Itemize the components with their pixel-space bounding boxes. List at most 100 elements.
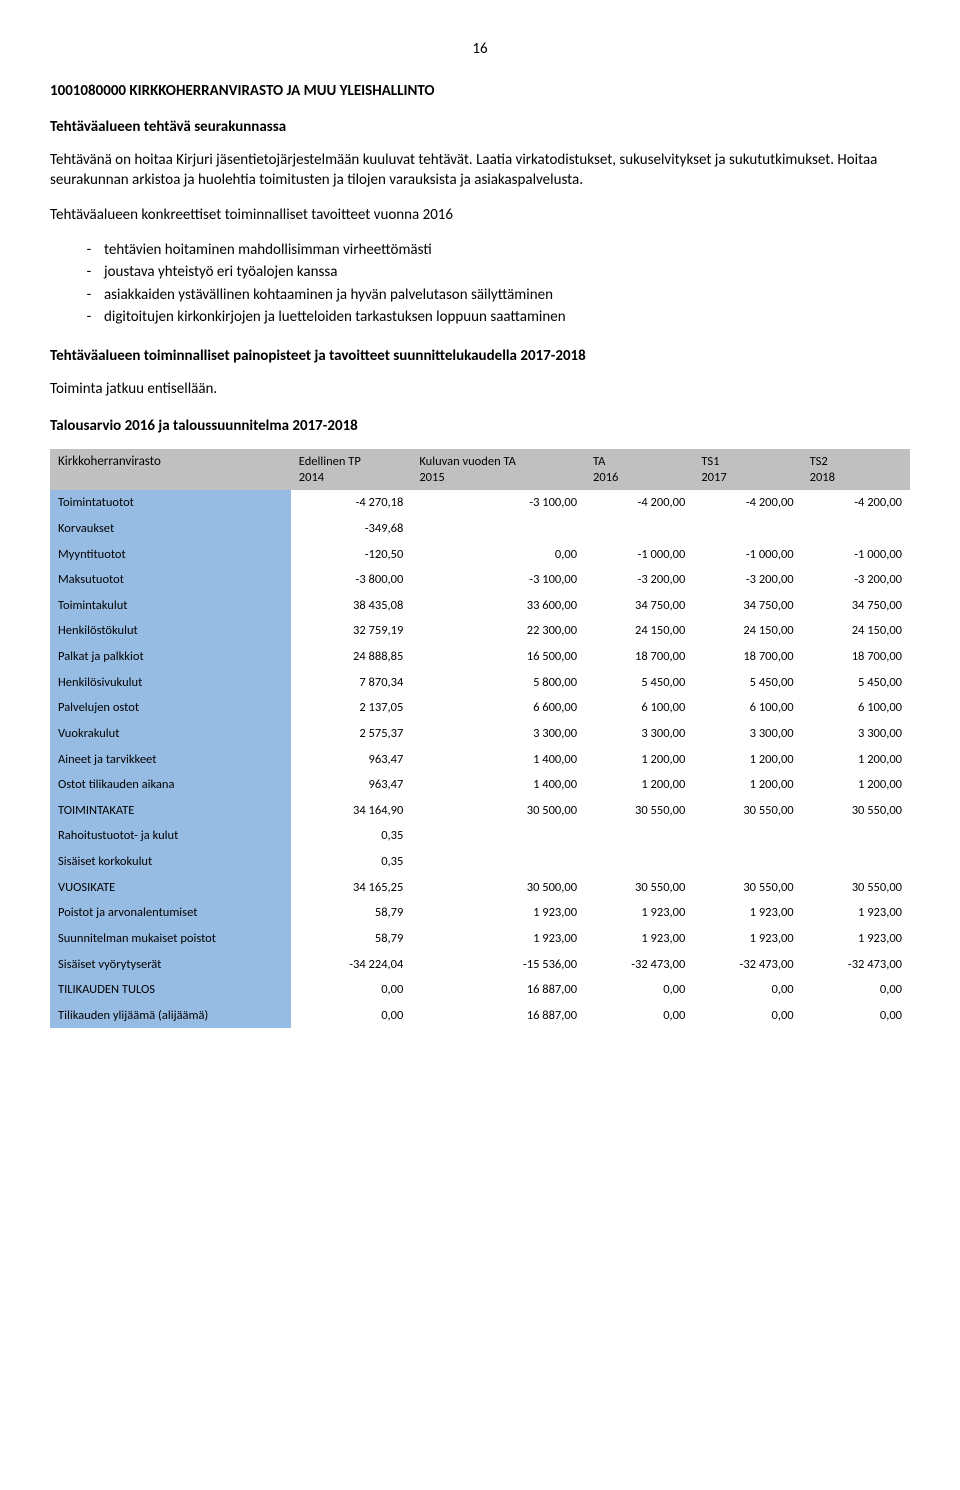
cell-value <box>411 516 585 542</box>
cell-value: -3 200,00 <box>585 567 693 593</box>
cell-value: 34 164,90 <box>291 798 412 824</box>
cell-value: 1 400,00 <box>411 747 585 773</box>
cell-value: 1 200,00 <box>585 747 693 773</box>
cell-value: 1 200,00 <box>802 772 910 798</box>
cell-value: 1 923,00 <box>693 926 801 952</box>
row-label: Poistot ja arvonalentumiset <box>50 900 291 926</box>
table-row: VUOSIKATE34 165,2530 500,0030 550,0030 5… <box>50 875 910 901</box>
cell-value: 3 300,00 <box>802 721 910 747</box>
section2-title: Tehtäväalueen konkreettiset toiminnallis… <box>50 205 910 225</box>
table-header-row: Kirkkoherranvirasto Edellinen TP 2014 Ku… <box>50 449 910 490</box>
cell-value: 0,00 <box>802 977 910 1003</box>
row-label: Palvelujen ostot <box>50 695 291 721</box>
cell-value: 24 150,00 <box>585 618 693 644</box>
cell-value: 0,00 <box>693 1003 801 1029</box>
cell-value: 1 923,00 <box>585 926 693 952</box>
cell-value: 34 750,00 <box>802 593 910 619</box>
cell-value: -15 536,00 <box>411 952 585 978</box>
cell-value: -4 270,18 <box>291 490 412 516</box>
cell-value <box>411 849 585 875</box>
cell-value: -3 200,00 <box>693 567 801 593</box>
cell-value: 24 150,00 <box>693 618 801 644</box>
cell-value: 30 550,00 <box>802 875 910 901</box>
cell-value: 16 887,00 <box>411 977 585 1003</box>
cell-value <box>693 516 801 542</box>
cell-value: 6 100,00 <box>693 695 801 721</box>
row-label: Sisäiset vyörytyserät <box>50 952 291 978</box>
cell-value: 0,00 <box>411 542 585 568</box>
cell-value <box>802 823 910 849</box>
row-label: Palkat ja palkkiot <box>50 644 291 670</box>
cell-value <box>802 516 910 542</box>
table-header-col: Edellinen TP 2014 <box>291 449 412 490</box>
cell-value: 3 300,00 <box>585 721 693 747</box>
cell-value: -3 800,00 <box>291 567 412 593</box>
cell-value: 24 888,85 <box>291 644 412 670</box>
cell-value: 1 200,00 <box>802 747 910 773</box>
bullet-item: digitoitujen kirkonkirjojen ja luetteloi… <box>98 306 910 329</box>
cell-value: 30 550,00 <box>585 875 693 901</box>
table-row: Henkilösivukulut7 870,345 800,005 450,00… <box>50 670 910 696</box>
cell-value: 6 600,00 <box>411 695 585 721</box>
cell-value: 30 550,00 <box>693 875 801 901</box>
section1-paragraph: Tehtävänä on hoitaa Kirjuri jäsentietojä… <box>50 150 910 191</box>
cell-value: 16 500,00 <box>411 644 585 670</box>
cell-value: 34 750,00 <box>585 593 693 619</box>
row-label: TILIKAUDEN TULOS <box>50 977 291 1003</box>
cell-value: 2 137,05 <box>291 695 412 721</box>
row-label: VUOSIKATE <box>50 875 291 901</box>
table-row: Vuokrakulut2 575,373 300,003 300,003 300… <box>50 721 910 747</box>
cell-value: 1 200,00 <box>585 772 693 798</box>
cell-value: 1 200,00 <box>693 747 801 773</box>
cell-value: 1 923,00 <box>693 900 801 926</box>
cell-value: 18 700,00 <box>585 644 693 670</box>
section1-title: Tehtäväalueen tehtävä seurakunnassa <box>50 118 910 136</box>
row-label: Henkilöstökulut <box>50 618 291 644</box>
row-label: Suunnitelman mukaiset poistot <box>50 926 291 952</box>
cell-value <box>585 849 693 875</box>
row-label: Sisäiset korkokulut <box>50 849 291 875</box>
cell-value: 2 575,37 <box>291 721 412 747</box>
table-header-col: TS1 2017 <box>693 449 801 490</box>
row-label: Korvaukset <box>50 516 291 542</box>
cell-value: -32 473,00 <box>802 952 910 978</box>
section3-paragraph: Toiminta jatkuu entisellään. <box>50 379 910 399</box>
cell-value: 0,35 <box>291 823 412 849</box>
cell-value: 30 550,00 <box>802 798 910 824</box>
cell-value: 1 923,00 <box>585 900 693 926</box>
cell-value: 1 923,00 <box>411 926 585 952</box>
cell-value: 5 450,00 <box>693 670 801 696</box>
cell-value: 34 750,00 <box>693 593 801 619</box>
cell-value: 30 500,00 <box>411 875 585 901</box>
cell-value: 5 450,00 <box>585 670 693 696</box>
table-row: Henkilöstökulut32 759,1922 300,0024 150,… <box>50 618 910 644</box>
cell-value: 1 923,00 <box>802 926 910 952</box>
cell-value <box>585 823 693 849</box>
cell-value: -4 200,00 <box>585 490 693 516</box>
cell-value <box>802 849 910 875</box>
cell-value: 1 923,00 <box>411 900 585 926</box>
table-row: Tilikauden ylijäämä (alijäämä)0,0016 887… <box>50 1003 910 1029</box>
table-header-col: TS2 2018 <box>802 449 910 490</box>
row-label: Ostot tilikauden aikana <box>50 772 291 798</box>
table-row: Toimintakulut38 435,0833 600,0034 750,00… <box>50 593 910 619</box>
cell-value: 0,35 <box>291 849 412 875</box>
row-label: Rahoitustuotot- ja kulut <box>50 823 291 849</box>
row-label: Tilikauden ylijäämä (alijäämä) <box>50 1003 291 1029</box>
cell-value: 16 887,00 <box>411 1003 585 1029</box>
cell-value: -4 200,00 <box>802 490 910 516</box>
table-row: TOIMINTAKATE34 164,9030 500,0030 550,003… <box>50 798 910 824</box>
cell-value: 30 550,00 <box>585 798 693 824</box>
cell-value: 5 450,00 <box>802 670 910 696</box>
table-row: Korvaukset-349,68 <box>50 516 910 542</box>
cell-value: 0,00 <box>802 1003 910 1029</box>
table-row: Palvelujen ostot2 137,056 600,00 6 100,00… <box>50 695 910 721</box>
table-row: Maksutuotot-3 800,00-3 100,00-3 200,00-3… <box>50 567 910 593</box>
cell-value: 6 100,00 <box>802 695 910 721</box>
cell-value: 963,47 <box>291 772 412 798</box>
table-header-col: TA 2016 <box>585 449 693 490</box>
table-header-col: Kuluvan vuoden TA 2015 <box>411 449 585 490</box>
cell-value: 0,00 <box>585 1003 693 1029</box>
bullet-item: joustava yhteistyö eri työalojen kanssa <box>98 261 910 284</box>
row-label: Aineet ja tarvikkeet <box>50 747 291 773</box>
